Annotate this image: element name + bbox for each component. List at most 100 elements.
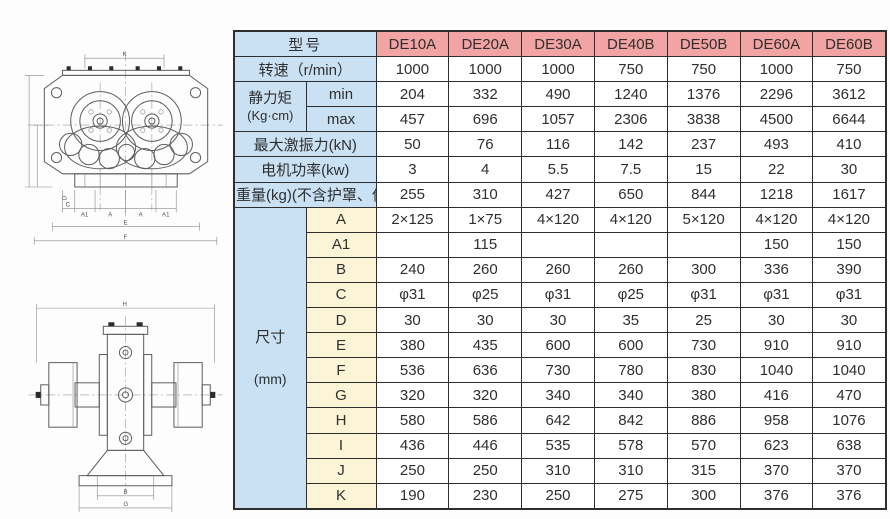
value-cell: 1000 bbox=[375, 56, 450, 83]
value-cell: 332 bbox=[448, 81, 523, 108]
row-label-cell: 最大激振力(kN) bbox=[233, 131, 377, 158]
value-cell: 910 bbox=[739, 332, 814, 359]
value-cell: 4500 bbox=[739, 106, 814, 133]
svg-text:K: K bbox=[122, 51, 126, 58]
sub-label-cell: min bbox=[305, 81, 377, 108]
value-cell: 446 bbox=[448, 432, 523, 459]
svg-text:F: F bbox=[123, 234, 127, 241]
dimension-left: D bbox=[25, 75, 69, 200]
value-cell: 5.5 bbox=[521, 156, 595, 183]
group-label-cell: 尺寸 (mm) bbox=[233, 206, 307, 510]
value-cell: 30 bbox=[739, 307, 814, 334]
row-label-cell: 转速（r/min） bbox=[233, 56, 377, 83]
value-cell: 1000 bbox=[521, 56, 595, 83]
value-cell: 250 bbox=[448, 457, 523, 484]
mount-bar bbox=[62, 69, 190, 76]
group-label: 尺寸 bbox=[255, 328, 286, 346]
value-cell: 76 bbox=[448, 131, 523, 158]
value-cell: 1040 bbox=[812, 357, 887, 384]
value-cell: 320 bbox=[375, 382, 450, 409]
value-cell: 15 bbox=[666, 156, 741, 183]
value-cell: 310 bbox=[593, 457, 668, 484]
svg-text:B: B bbox=[123, 490, 127, 496]
value-cell: 115 bbox=[448, 231, 523, 258]
top-view-technical-drawing: K D C A1 A A A1 bbox=[25, 51, 223, 245]
value-cell: 240 bbox=[375, 256, 450, 283]
value-cell: 750 bbox=[666, 56, 741, 83]
value-cell: φ31 bbox=[739, 281, 814, 309]
value-cell: 340 bbox=[593, 382, 668, 409]
value-cell: 310 bbox=[448, 181, 523, 208]
value-cell: 910 bbox=[812, 332, 887, 359]
value-cell: 5×120 bbox=[666, 206, 741, 233]
value-cell: 886 bbox=[666, 407, 741, 434]
rotor-right bbox=[121, 91, 182, 151]
dimension-bottom: C A1 A A A1 bbox=[62, 190, 177, 218]
value-cell: 750 bbox=[812, 56, 887, 83]
dimension-B: B bbox=[96, 485, 155, 500]
value-cell: 1040 bbox=[739, 357, 814, 384]
value-cell: 427 bbox=[521, 181, 595, 208]
value-cell: 30 bbox=[375, 307, 450, 334]
value-cell: 638 bbox=[812, 432, 887, 459]
value-cell: 1×75 bbox=[448, 206, 523, 233]
dim-letter-cell: A1 bbox=[305, 231, 377, 258]
value-cell: 300 bbox=[666, 256, 741, 283]
dim-letter-cell: H bbox=[305, 407, 377, 434]
base-strip bbox=[74, 173, 178, 188]
value-cell: 4×120 bbox=[739, 206, 814, 233]
model-header-cell: DE20A bbox=[448, 30, 523, 58]
value-cell: 958 bbox=[739, 407, 814, 434]
value-cell: 844 bbox=[666, 181, 741, 208]
value-cell: 30 bbox=[521, 307, 595, 334]
value-cell: 2×125 bbox=[375, 206, 450, 233]
corner-hole bbox=[189, 87, 202, 99]
value-cell: 30 bbox=[812, 156, 887, 183]
value-cell: 493 bbox=[739, 131, 814, 158]
value-cell: 436 bbox=[375, 432, 450, 459]
value-cell: 190 bbox=[375, 482, 450, 510]
value-cell: 237 bbox=[666, 131, 741, 158]
value-cell: 2296 bbox=[739, 81, 814, 108]
dimension-F: F bbox=[33, 234, 218, 245]
value-cell: 320 bbox=[448, 382, 523, 409]
value-cell: 1000 bbox=[448, 56, 523, 83]
model-header-label: 型号 bbox=[233, 30, 377, 58]
base-plate bbox=[78, 475, 173, 487]
value-cell: 3838 bbox=[666, 106, 741, 133]
value-cell: 636 bbox=[448, 357, 523, 384]
svg-text:G: G bbox=[123, 502, 128, 508]
corner-hole bbox=[189, 151, 202, 164]
model-header-cell: DE60A bbox=[739, 30, 814, 58]
value-cell: 50 bbox=[375, 131, 450, 158]
model-header-cell: DE30A bbox=[521, 30, 595, 58]
value-cell: 376 bbox=[739, 482, 814, 510]
value-cell: 650 bbox=[593, 181, 668, 208]
value-cell: 4 bbox=[448, 156, 523, 183]
value-cell: φ31 bbox=[375, 281, 450, 309]
value-cell: 260 bbox=[593, 256, 668, 283]
dimension-G: G bbox=[78, 485, 173, 512]
dim-letter-cell: K bbox=[305, 482, 377, 510]
value-cell: 30 bbox=[448, 307, 523, 334]
value-cell: 1000 bbox=[739, 56, 814, 83]
value-cell: 150 bbox=[812, 231, 887, 258]
value-cell: 4×120 bbox=[521, 206, 595, 233]
housing-outline bbox=[43, 74, 209, 175]
value-cell: 250 bbox=[521, 482, 595, 510]
shaft-right bbox=[151, 382, 177, 408]
value-cell: 1617 bbox=[812, 181, 887, 208]
value-cell: 416 bbox=[739, 382, 814, 409]
value-cell: 536 bbox=[375, 357, 450, 384]
value-cell: 380 bbox=[666, 382, 741, 409]
value-cell: 1076 bbox=[812, 407, 887, 434]
shaft-left bbox=[74, 382, 100, 408]
value-cell: 370 bbox=[812, 457, 887, 484]
value-cell: 4×120 bbox=[593, 206, 668, 233]
model-header-cell: DE40B bbox=[593, 30, 668, 58]
value-cell: 435 bbox=[448, 332, 523, 359]
row-label-cell: 电机功率(kw) bbox=[233, 156, 377, 183]
value-cell: 150 bbox=[739, 231, 814, 258]
value-cell: 780 bbox=[593, 357, 668, 384]
row-label-cell: 重量(kg)(不含护罩、偏心块) bbox=[233, 181, 377, 208]
